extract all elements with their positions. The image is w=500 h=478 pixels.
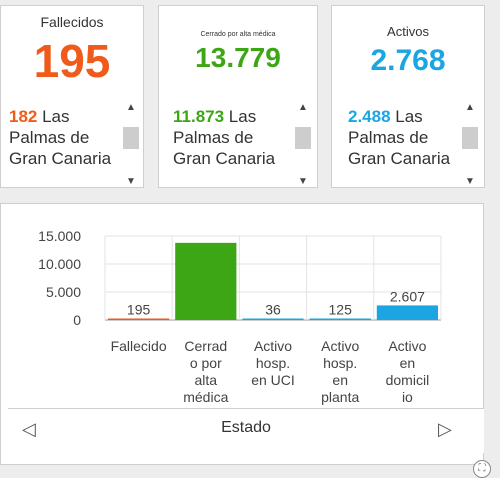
x-tick-label: Activo: [254, 338, 292, 354]
list-item-label: Las Palmas de Gran Canaria: [9, 107, 112, 168]
list-item-number: 11.873: [173, 107, 225, 126]
chevron-down-icon[interactable]: ▼: [126, 176, 136, 187]
data-label: 2.607: [390, 288, 425, 304]
bar: [309, 318, 371, 320]
scrollbar-thumb[interactable]: [462, 127, 478, 149]
x-tick-label: en: [400, 355, 416, 371]
bar: [108, 318, 170, 320]
x-tick-label: en: [332, 372, 348, 388]
y-tick-label: 0: [73, 312, 81, 328]
scrollbar[interactable]: ▲ ▼: [293, 101, 313, 187]
x-tick-label: Activo: [388, 338, 426, 354]
scrollbar-thumb[interactable]: [295, 127, 311, 149]
chevron-down-icon[interactable]: ▼: [298, 176, 308, 187]
list-item: 11.873 Las Palmas de Gran Canaria: [173, 106, 287, 169]
chevron-down-icon[interactable]: ▼: [465, 176, 475, 187]
card-cerrado: Cerrado por alta médica 13.779 11.873 La…: [158, 5, 318, 188]
card-list[interactable]: 11.873 Las Palmas de Gran Canaria: [173, 106, 287, 187]
card-activos: Activos 2.768 2.488 Las Palmas de Gran C…: [331, 5, 485, 188]
list-item-number: 182: [9, 107, 38, 126]
scrollbar[interactable]: ▲ ▼: [121, 101, 141, 187]
data-label: 125: [329, 302, 353, 318]
list-item-number: 2.488: [348, 107, 391, 126]
bar-chart: 15.000 10.000 5.000 0 195 Fallecido Cerrado po…: [38, 228, 442, 405]
list-item: 182 Las Palmas de Gran Canaria: [9, 106, 117, 169]
data-label: 195: [127, 302, 151, 318]
bar: [175, 242, 237, 320]
y-tick-label: 5.000: [46, 284, 81, 300]
x-axis-title: Estado: [221, 419, 271, 436]
data-label: 36: [265, 302, 281, 318]
list-item-label: Las Palmas de Gran Canaria: [348, 107, 451, 168]
x-tick-label: alta: [195, 372, 218, 388]
x-tick-label: Fallecido: [111, 338, 167, 354]
chevron-left-icon[interactable]: ◁: [22, 419, 36, 439]
x-tick-label: Activo: [321, 338, 359, 354]
expand-icon[interactable]: ⛶: [473, 460, 491, 478]
x-tick-label: médica: [183, 389, 228, 405]
x-tick-label: domicil: [386, 372, 430, 388]
x-tick-label: io: [402, 389, 413, 405]
card-fallecidos: Fallecidos 195 182 Las Palmas de Gran Ca…: [0, 5, 144, 188]
x-tick-label: Cerrad: [184, 338, 227, 354]
chevron-up-icon[interactable]: ▲: [298, 102, 308, 113]
scrollbar[interactable]: ▲ ▼: [460, 101, 480, 187]
card-title: Cerrado por alta médica: [200, 31, 276, 38]
chart-footer: ◁ Estado ▷: [8, 408, 484, 453]
y-tick-label: 10.000: [38, 256, 81, 272]
y-tick-label: 15.000: [38, 228, 81, 244]
x-tick-label: hosp.: [256, 355, 290, 371]
chevron-right-icon[interactable]: ▷: [438, 419, 452, 439]
card-value: 2.768: [370, 44, 446, 77]
chevron-up-icon[interactable]: ▲: [126, 102, 136, 113]
x-tick-label: en UCI: [251, 372, 295, 388]
card-value: 13.779: [195, 42, 281, 73]
list-item-label: Las Palmas de Gran Canaria: [173, 107, 276, 168]
card-list[interactable]: 2.488 Las Palmas de Gran Canaria: [348, 106, 454, 187]
x-tick-label: hosp.: [323, 355, 357, 371]
card-value: 195: [33, 35, 111, 87]
card-title: Activos: [387, 24, 429, 39]
list-item: 2.488 Las Palmas de Gran Canaria: [348, 106, 454, 169]
x-tick-label: o por: [190, 355, 222, 371]
scrollbar-thumb[interactable]: [123, 127, 139, 149]
bar: [242, 318, 304, 320]
bar: [376, 305, 438, 320]
card-title: Fallecidos: [40, 14, 104, 30]
chevron-up-icon[interactable]: ▲: [465, 102, 475, 113]
card-list[interactable]: 182 Las Palmas de Gran Canaria: [9, 106, 117, 187]
x-tick-label: planta: [321, 389, 359, 405]
